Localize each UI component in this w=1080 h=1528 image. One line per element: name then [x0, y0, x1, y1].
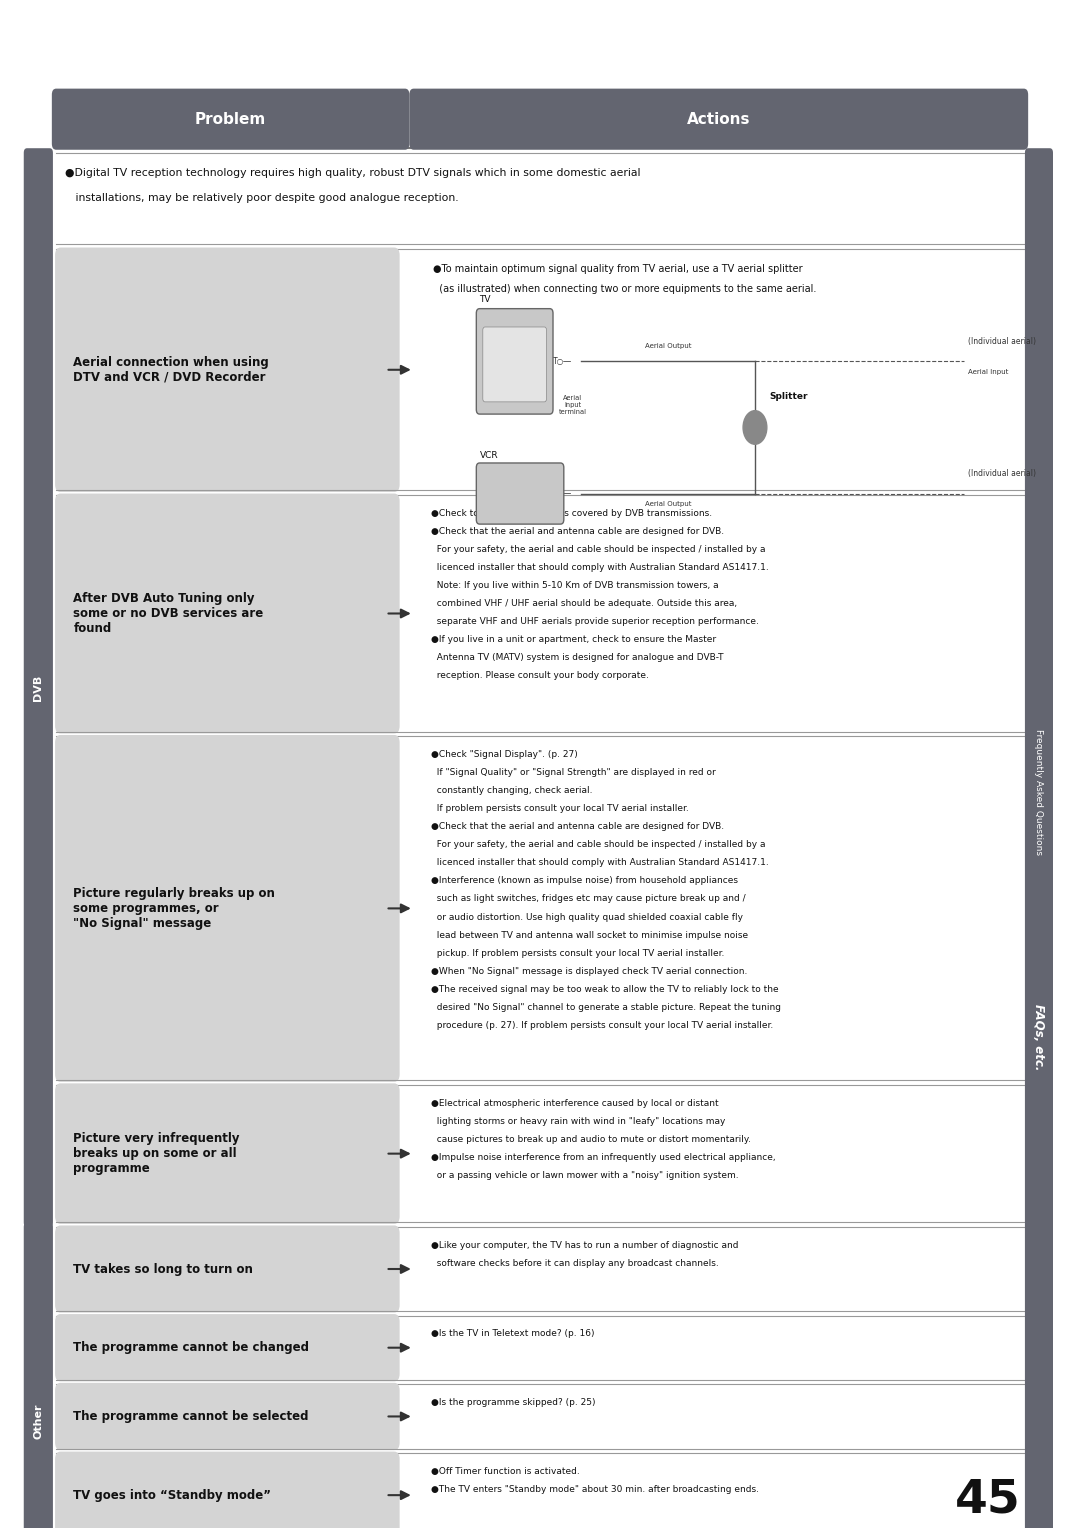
FancyBboxPatch shape — [483, 327, 546, 402]
Text: separate VHF and UHF aerials provide superior reception performance.: separate VHF and UHF aerials provide sup… — [431, 617, 759, 626]
FancyBboxPatch shape — [55, 735, 400, 1082]
Text: After DVB Auto Tuning only
some or no DVB services are
found: After DVB Auto Tuning only some or no DV… — [73, 591, 264, 636]
Text: procedure (p. 27). If problem persists consult your local TV aerial installer.: procedure (p. 27). If problem persists c… — [431, 1021, 773, 1030]
Text: (as illustrated) when connecting two or more equipments to the same aerial.: (as illustrated) when connecting two or … — [433, 284, 816, 295]
Text: licenced installer that should comply with Australian Standard AS1417.1.: licenced installer that should comply wi… — [431, 859, 769, 868]
Text: Actions: Actions — [687, 112, 751, 127]
FancyBboxPatch shape — [55, 248, 400, 492]
Text: constantly changing, check aerial.: constantly changing, check aerial. — [431, 787, 593, 795]
Text: combined VHF / UHF aerial should be adequate. Outside this area,: combined VHF / UHF aerial should be adeq… — [431, 599, 737, 608]
Text: reception. Please consult your body corporate.: reception. Please consult your body corp… — [431, 671, 649, 680]
Text: Picture very infrequently
breaks up on some or all
programme: Picture very infrequently breaks up on s… — [73, 1132, 240, 1175]
Text: DVB: DVB — [33, 674, 43, 701]
Text: Aerial Output: Aerial Output — [645, 344, 691, 350]
Text: ●Check to ensure your area is covered by DVB transmissions.: ●Check to ensure your area is covered by… — [431, 509, 712, 518]
Text: For your safety, the aerial and cable should be inspected / installed by a: For your safety, the aerial and cable sh… — [431, 840, 766, 850]
FancyBboxPatch shape — [24, 148, 53, 1227]
Text: ●Interference (known as impulse noise) from household appliances: ●Interference (known as impulse noise) f… — [431, 877, 738, 885]
FancyBboxPatch shape — [52, 89, 409, 150]
Text: ●Check that the aerial and antenna cable are designed for DVB.: ●Check that the aerial and antenna cable… — [431, 822, 724, 831]
Circle shape — [743, 411, 767, 445]
FancyBboxPatch shape — [55, 1083, 400, 1224]
Text: T○―: T○― — [553, 358, 572, 365]
Text: pickup. If problem persists consult your local TV aerial installer.: pickup. If problem persists consult your… — [431, 949, 725, 958]
Text: TV: TV — [480, 295, 491, 304]
Text: ●Impulse noise interference from an infrequently used electrical appliance,: ●Impulse noise interference from an infr… — [431, 1152, 775, 1161]
Text: Other: Other — [33, 1403, 43, 1439]
Text: such as light switches, fridges etc may cause picture break up and /: such as light switches, fridges etc may … — [431, 894, 745, 903]
FancyBboxPatch shape — [476, 309, 553, 414]
Text: ●Is the TV in Teletext mode? (p. 16): ●Is the TV in Teletext mode? (p. 16) — [431, 1329, 594, 1339]
Text: lead between TV and antenna wall socket to minimise impulse noise: lead between TV and antenna wall socket … — [431, 931, 748, 940]
FancyBboxPatch shape — [55, 1314, 400, 1381]
FancyBboxPatch shape — [1025, 148, 1053, 1528]
Text: desired "No Signal" channel to generate a stable picture. Repeat the tuning: desired "No Signal" channel to generate … — [431, 1002, 781, 1012]
FancyBboxPatch shape — [55, 494, 400, 733]
Text: Aerial connection when using
DTV and VCR / DVD Recorder: Aerial connection when using DTV and VCR… — [73, 356, 269, 384]
Text: ●Digital TV reception technology requires high quality, robust DTV signals which: ●Digital TV reception technology require… — [65, 168, 640, 179]
Text: (Individual aerial): (Individual aerial) — [968, 338, 1036, 345]
Text: Frequently Asked Questions: Frequently Asked Questions — [1035, 729, 1043, 856]
Text: For your safety, the aerial and cable should be inspected / installed by a: For your safety, the aerial and cable sh… — [431, 545, 766, 553]
Text: Splitter: Splitter — [769, 393, 808, 402]
Text: cause pictures to break up and audio to mute or distort momentarily.: cause pictures to break up and audio to … — [431, 1135, 751, 1143]
Text: Aerial Output: Aerial Output — [645, 501, 691, 507]
Text: software checks before it can display any broadcast channels.: software checks before it can display an… — [431, 1259, 718, 1268]
FancyBboxPatch shape — [55, 1383, 400, 1450]
Text: VCR: VCR — [480, 451, 498, 460]
Text: Note: If you live within 5-10 Km of DVB transmission towers, a: Note: If you live within 5-10 Km of DVB … — [431, 581, 718, 590]
FancyBboxPatch shape — [24, 1222, 53, 1528]
Text: (Individual aerial): (Individual aerial) — [968, 469, 1036, 478]
Text: ●When "No Signal" message is displayed check TV aerial connection.: ●When "No Signal" message is displayed c… — [431, 967, 747, 975]
Text: ●Electrical atmospheric interference caused by local or distant: ●Electrical atmospheric interference cau… — [431, 1099, 718, 1108]
FancyBboxPatch shape — [55, 1225, 400, 1313]
Text: TV goes into “Standby mode”: TV goes into “Standby mode” — [73, 1488, 271, 1502]
Text: Antenna TV (MATV) system is designed for analogue and DVB-T: Antenna TV (MATV) system is designed for… — [431, 652, 724, 662]
Text: or audio distortion. Use high quality quad shielded coaxial cable fly: or audio distortion. Use high quality qu… — [431, 912, 743, 921]
Text: lighting storms or heavy rain with wind in "leafy" locations may: lighting storms or heavy rain with wind … — [431, 1117, 726, 1126]
Text: If "Signal Quality" or "Signal Strength" are displayed in red or: If "Signal Quality" or "Signal Strength"… — [431, 769, 716, 778]
Text: ●Check that the aerial and antenna cable are designed for DVB.: ●Check that the aerial and antenna cable… — [431, 527, 724, 536]
Text: Aerial
Input
terminal: Aerial Input terminal — [558, 394, 586, 416]
Text: FAQs, etc.: FAQs, etc. — [1032, 1004, 1045, 1070]
Text: The programme cannot be changed: The programme cannot be changed — [73, 1342, 310, 1354]
Text: The programme cannot be selected: The programme cannot be selected — [73, 1410, 309, 1423]
Text: ●Check "Signal Display". (p. 27): ●Check "Signal Display". (p. 27) — [431, 750, 578, 759]
Text: ●The received signal may be too weak to allow the TV to reliably lock to the: ●The received signal may be too weak to … — [431, 984, 779, 993]
Text: ●Like your computer, the TV has to run a number of diagnostic and: ●Like your computer, the TV has to run a… — [431, 1241, 739, 1250]
Text: Aerial Input: Aerial Input — [968, 370, 1008, 374]
Text: ●If you live in a unit or apartment, check to ensure the Master: ●If you live in a unit or apartment, che… — [431, 636, 716, 643]
Text: ●To maintain optimum signal quality from TV aerial, use a TV aerial splitter: ●To maintain optimum signal quality from… — [433, 264, 802, 275]
Text: installations, may be relatively poor despite good analogue reception.: installations, may be relatively poor de… — [65, 193, 458, 203]
Text: ●Off Timer function is activated.: ●Off Timer function is activated. — [431, 1467, 580, 1476]
Text: ●Is the programme skipped? (p. 25): ●Is the programme skipped? (p. 25) — [431, 1398, 595, 1407]
Text: licenced installer that should comply with Australian Standard AS1417.1.: licenced installer that should comply wi… — [431, 562, 769, 571]
FancyBboxPatch shape — [476, 463, 564, 524]
Text: 45: 45 — [956, 1478, 1021, 1523]
Text: or a passing vehicle or lawn mower with a "noisy" ignition system.: or a passing vehicle or lawn mower with … — [431, 1170, 739, 1180]
Text: TV takes so long to turn on: TV takes so long to turn on — [73, 1262, 254, 1276]
Text: ●The TV enters "Standby mode" about 30 min. after broadcasting ends.: ●The TV enters "Standby mode" about 30 m… — [431, 1485, 759, 1494]
Text: Picture regularly breaks up on
some programmes, or
"No Signal" message: Picture regularly breaks up on some prog… — [73, 886, 275, 931]
Text: If problem persists consult your local TV aerial installer.: If problem persists consult your local T… — [431, 804, 689, 813]
FancyBboxPatch shape — [409, 89, 1028, 150]
Text: T○―: T○― — [553, 489, 572, 498]
Text: Problem: Problem — [195, 112, 267, 127]
FancyBboxPatch shape — [55, 1452, 400, 1528]
